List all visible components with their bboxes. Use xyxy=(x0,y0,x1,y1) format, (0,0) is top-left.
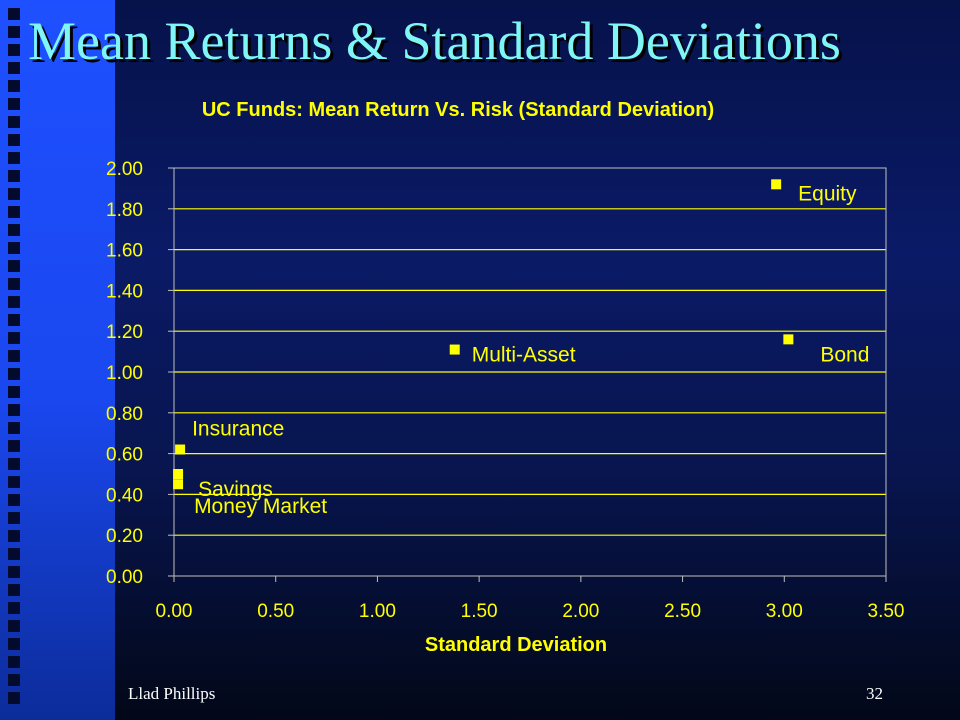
y-tick-label: 1.80 xyxy=(106,200,143,221)
decorative-square xyxy=(8,332,20,344)
decorative-square xyxy=(8,548,20,560)
decorative-square xyxy=(8,602,20,614)
y-tick-label: 0.20 xyxy=(106,526,143,547)
y-tick-label: 1.20 xyxy=(106,322,143,343)
y-tick-label: 0.40 xyxy=(106,485,143,506)
y-tick-label: 1.40 xyxy=(106,281,143,302)
decorative-square xyxy=(8,26,20,38)
data-point-label: Insurance xyxy=(192,418,284,441)
decorative-square xyxy=(8,206,20,218)
decorative-square xyxy=(8,278,20,290)
decorative-squares xyxy=(8,8,26,710)
decorative-square xyxy=(8,170,20,182)
decorative-square xyxy=(8,512,20,524)
data-point-label: Multi-Asset xyxy=(472,344,576,367)
page-number: 32 xyxy=(866,684,883,703)
decorative-square xyxy=(8,314,20,326)
x-tick-label: 0.00 xyxy=(156,601,193,622)
decorative-square xyxy=(8,566,20,578)
x-tick-label: 1.00 xyxy=(359,601,396,622)
x-tick-label: 2.50 xyxy=(664,601,701,622)
decorative-square xyxy=(8,188,20,200)
x-tick-label: 1.50 xyxy=(461,601,498,622)
x-tick-label: 3.50 xyxy=(868,601,905,622)
y-tick-label: 1.00 xyxy=(106,363,143,384)
decorative-square xyxy=(8,350,20,362)
y-tick-label: 0.80 xyxy=(106,404,143,425)
decorative-square xyxy=(8,458,20,470)
gridlines xyxy=(174,208,886,536)
y-tick-label: 1.60 xyxy=(106,241,143,262)
chart-title: UC Funds: Mean Return Vs. Risk (Standard… xyxy=(202,99,714,121)
x-axis-ticks: 0.00 0.50 1.00 1.50 2.00 2.50 3.00 3.50 xyxy=(156,576,905,622)
decorative-square xyxy=(8,80,20,92)
decorative-square xyxy=(8,260,20,272)
decorative-square xyxy=(8,8,20,20)
x-tick-label: 0.50 xyxy=(257,601,294,622)
decorative-square xyxy=(8,98,20,110)
decorative-square xyxy=(8,494,20,506)
decorative-square xyxy=(8,404,20,416)
decorative-square xyxy=(8,386,20,398)
decorative-square xyxy=(8,656,20,668)
decorative-square xyxy=(8,638,20,650)
data-point xyxy=(173,469,184,479)
y-tick-label: 0.60 xyxy=(106,445,143,466)
y-axis-ticks: 0.00 0.20 0.40 0.60 0.80 1.00 1.20 1.40 1.60 1.80… xyxy=(106,159,174,588)
decorative-square xyxy=(8,116,20,128)
footer-author: Llad Phillips xyxy=(128,684,216,703)
decorative-square xyxy=(8,44,20,56)
slide-title: Mean Returns & Standard Deviations xyxy=(28,11,841,71)
data-point xyxy=(449,344,460,355)
decorative-square xyxy=(8,224,20,236)
data-point xyxy=(771,179,782,190)
y-tick-label: 0.00 xyxy=(106,567,143,588)
data-point-label: Savings xyxy=(198,478,273,501)
y-tick-label: 2.00 xyxy=(106,159,143,180)
x-axis-label: Standard Deviation xyxy=(425,634,607,656)
decorative-square xyxy=(8,242,20,254)
decorative-square xyxy=(8,440,20,452)
decorative-square xyxy=(8,368,20,380)
decorative-square xyxy=(8,152,20,164)
decorative-square xyxy=(8,62,20,74)
decorative-square xyxy=(8,674,20,686)
x-tick-label: 2.00 xyxy=(562,601,599,622)
left-decorative-bar xyxy=(0,0,115,720)
data-point xyxy=(175,444,186,455)
data-point xyxy=(783,334,794,345)
decorative-square xyxy=(8,584,20,596)
decorative-square xyxy=(8,476,20,488)
data-point-label: Bond xyxy=(820,343,869,366)
x-tick-label: 3.00 xyxy=(766,601,803,622)
decorative-square xyxy=(8,530,20,542)
data-point-label: Money Market xyxy=(194,495,327,518)
decorative-square xyxy=(8,692,20,704)
decorative-square xyxy=(8,422,20,434)
decorative-square xyxy=(8,134,20,146)
decorative-square xyxy=(8,296,20,308)
data-points: Equity Bond Multi-Asset Insurance SavingsMon… xyxy=(173,179,869,518)
decorative-square xyxy=(8,620,20,632)
data-point xyxy=(173,479,184,490)
data-point-label: Equity xyxy=(798,182,857,205)
